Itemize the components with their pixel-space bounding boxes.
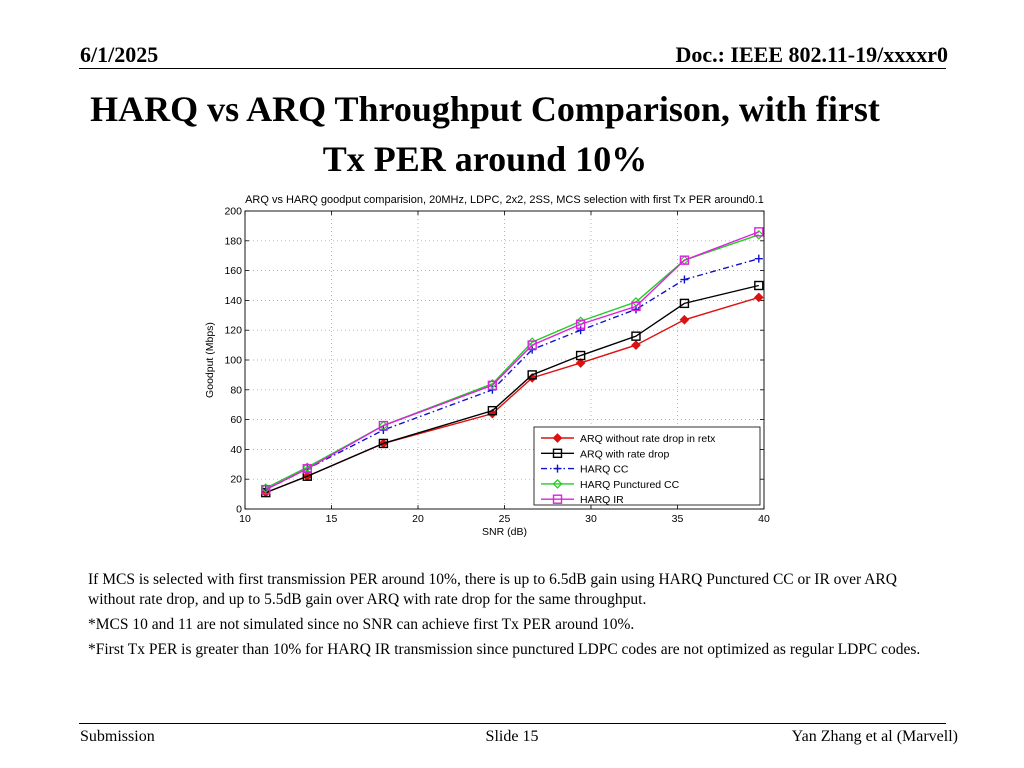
data-point [302,464,312,474]
data-point [575,358,586,368]
y-tick-label: 180 [224,235,242,247]
data-point [487,405,498,416]
data-point [631,340,641,350]
y-tick-label: 80 [230,384,242,396]
header-rule [79,68,946,69]
data-point [261,484,271,495]
y-tick-label: 100 [224,355,242,367]
legend-box [533,426,761,506]
data-point [378,438,389,449]
y-axis-label: Goodput (Mbps) [204,322,216,398]
data-point [576,326,585,335]
note-paragraph: If MCS is selected with first transmissi… [88,571,897,608]
footer-submission: Submission [80,728,155,745]
slide-title: HARQ vs ARQ Throughput Comparison, with … [0,84,970,184]
header-doc-id: Doc.: IEEE 802.11-19/xxxxr0 [675,42,948,67]
data-point [679,314,690,325]
slide-title-line-1: HARQ vs ARQ Throughput Comparison, with … [90,89,880,129]
legend-marker [552,448,563,458]
data-point [302,462,313,473]
series-line-4 [265,234,760,489]
y-tick-label: 40 [230,444,242,456]
legend-marker [552,433,563,443]
legend-marker [553,464,562,473]
y-tick-label: 20 [230,474,242,486]
data-point [680,275,689,284]
data-point [575,350,586,361]
y-tick-label: 160 [224,265,242,277]
goodput-chart: 10 15 20 25 30 35 40 0 20 40 60 80 100 120 140 160 180 20… [204,194,770,538]
data-point [527,370,537,380]
slide-notes: If MCS is selected with first transmissi… [88,570,928,665]
legend-entry: HARQ IR [580,494,624,506]
y-tick-label: 0 [236,504,242,516]
data-point [631,331,641,341]
x-tick-label: 30 [585,513,597,525]
x-axis-label: SNR (dB) [482,526,527,538]
note-paragraph: *MCS 10 and 11 are not simulated since n… [88,616,635,633]
series-line-5 [265,231,760,491]
data-point [679,298,690,309]
legend-entry: HARQ Punctured CC [580,479,680,491]
y-tick-label: 140 [224,295,242,307]
data-point [631,301,641,312]
data-point [753,292,764,303]
x-tick-label: 15 [326,513,338,525]
legend-entry: HARQ CC [580,464,629,476]
plot-frame [244,210,765,510]
footer-slide-number: Slide 15 [485,728,539,745]
legend-entry: ARQ without rate drop in retx [580,433,716,445]
x-tick-label: 40 [758,513,770,525]
data-point [754,227,764,237]
legend-marker [552,494,563,504]
series-line-2 [265,284,759,494]
y-tick-label: 60 [230,414,242,426]
data-point [487,380,498,391]
note-paragraph: *First Tx PER is greater than 10% for HA… [88,641,921,658]
x-tick-label: 35 [672,513,684,525]
legend-marker [552,479,563,489]
chart-title: ARQ vs HARQ goodput comparision, 20MHz, … [245,194,764,206]
data-point [527,340,537,350]
data-point [754,254,763,263]
x-tick-label: 10 [239,513,251,525]
legend-entry: ARQ with rate drop [580,448,669,460]
data-point [754,280,764,291]
header-date: 6/1/2025 [80,42,159,67]
footer-author: Yan Zhang et al (Marvell) [791,728,958,745]
footer-rule [79,723,946,724]
data-point [378,420,389,431]
y-tick-label: 200 [224,206,242,218]
x-tick-label: 20 [412,513,424,525]
slide-title-line-2: Tx PER around 10% [322,139,648,179]
data-point [260,483,271,493]
data-point [679,255,690,265]
x-tick-label: 25 [499,513,511,525]
y-tick-label: 120 [224,325,242,337]
data-point [575,319,586,329]
